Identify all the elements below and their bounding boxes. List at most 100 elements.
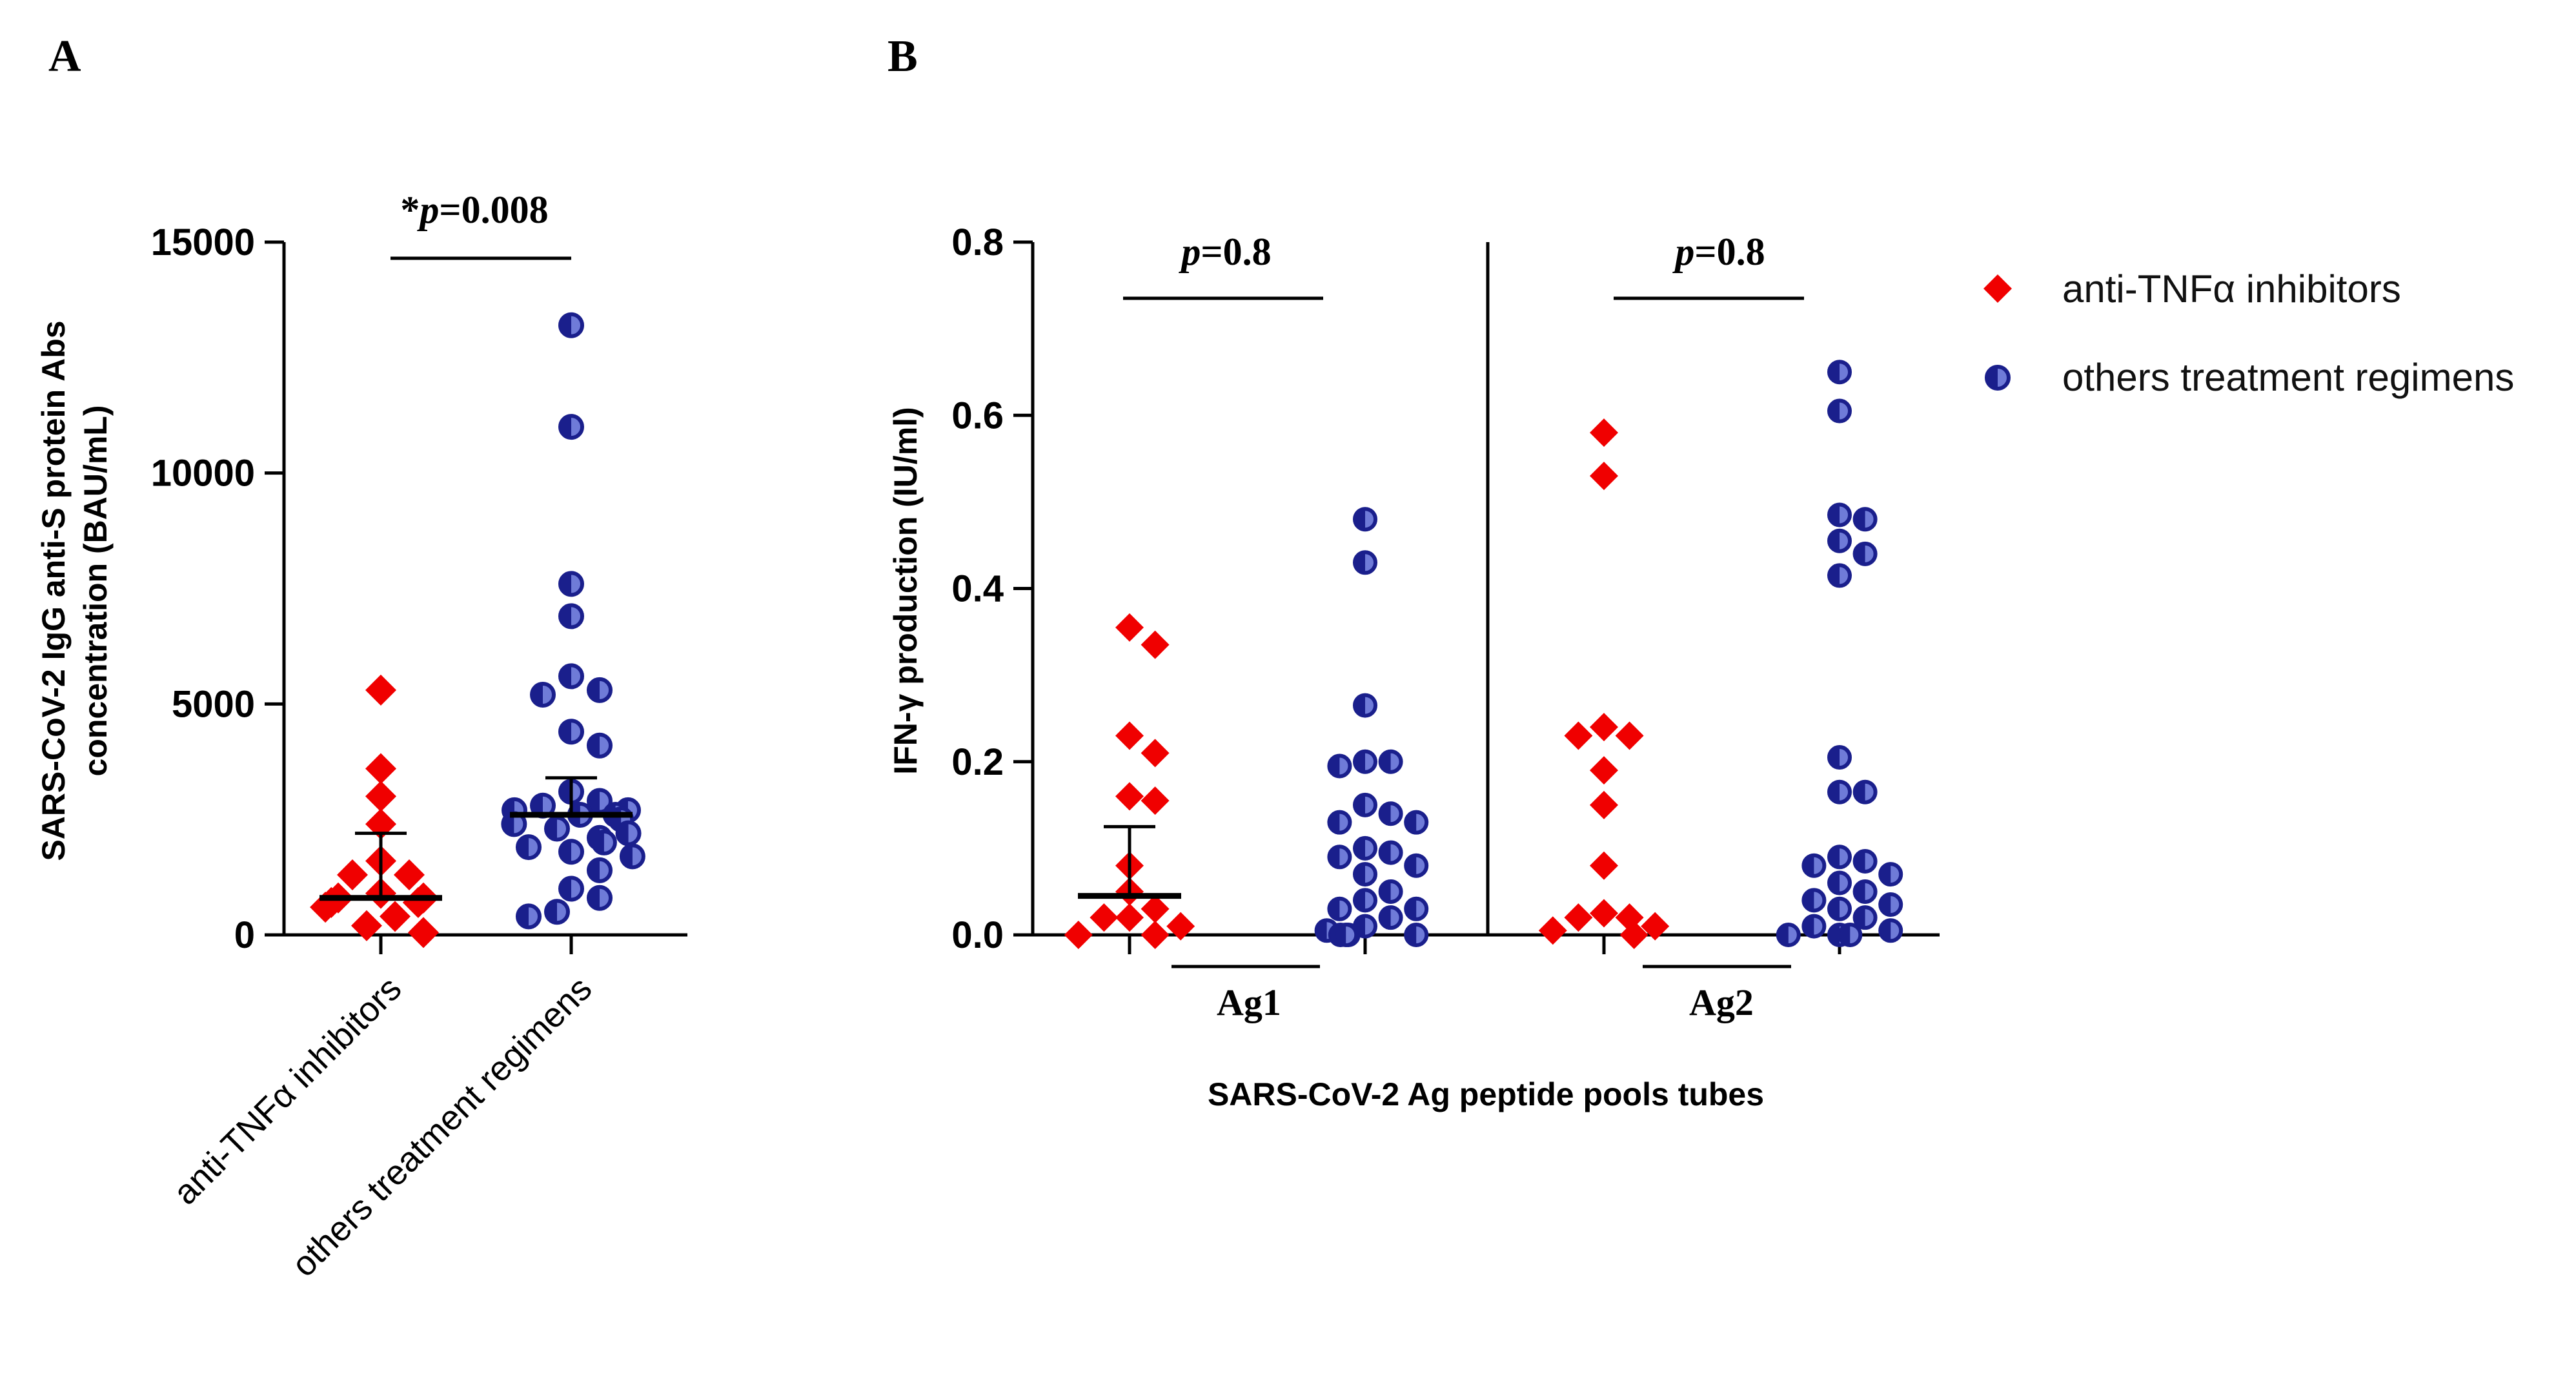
panel-b-y-tick-label: 0.2	[951, 741, 1004, 783]
panel-b-point-tnf-ag1	[1141, 786, 1170, 815]
panel-a-p-value: *p=0.008	[400, 189, 548, 231]
panel-b-point-tnf-ag1	[1115, 613, 1144, 642]
panel-b-point-tnf-ag2	[1590, 462, 1618, 490]
panel-a-point-others	[560, 416, 582, 438]
panel-a-point-others	[518, 836, 540, 858]
panel-a-point-others	[560, 314, 582, 336]
panel-b-point-tnf-ag1	[1141, 631, 1170, 659]
panel-b-point-others-ag1	[1406, 925, 1426, 945]
panel-b-point-others-ag2	[1880, 894, 1901, 915]
panel-b-point-others-ag1	[1381, 907, 1401, 928]
panel-b-point-others-ag2	[1829, 362, 1850, 382]
panel-a-point-others	[560, 665, 582, 687]
panel-b-point-others-ag2	[1803, 855, 1824, 876]
panel-b-point-others-ag1	[1355, 838, 1375, 859]
panel-b-point-others-ag2	[1855, 851, 1876, 872]
legend-marker-tnf	[1983, 274, 2012, 303]
panel-a-y-tick-label: 15000	[151, 221, 255, 263]
panel-b-point-others-ag2	[1803, 916, 1824, 937]
panel-a-point-tnf	[337, 859, 368, 890]
panel-b-point-others-ag1	[1406, 812, 1426, 833]
panel-b-x-axis-title: SARS-CoV-2 Ag peptide pools tubes	[1208, 1076, 1764, 1112]
panel-b-point-tnf-ag2	[1590, 418, 1618, 447]
panel-a-point-others	[593, 832, 615, 854]
panel-a-point-others	[560, 573, 582, 595]
panel-a-point-others	[546, 901, 568, 923]
panel-b-point-tnf-ag2	[1590, 756, 1618, 784]
panel-b-point-others-ag2	[1840, 925, 1860, 945]
panel-b-point-others-ag1	[1406, 899, 1426, 919]
panel-b-point-tnf-ag1	[1090, 903, 1118, 932]
panel-b-group-label-ag2: Ag2	[1689, 981, 1754, 1023]
panel-b-point-others-ag1	[1381, 843, 1401, 863]
figure: A B 050001000015000 SARS-CoV-2 IgG anti-…	[0, 0, 2576, 1392]
panel-b-y-tick-label: 0.0	[951, 914, 1004, 956]
panel-a-chart: 0 5000 10000 15000 SARS-CoV-2 IgG anti-S pr…	[35, 189, 687, 1284]
panel-b-point-others-ag1	[1329, 812, 1350, 833]
panel-a-y-tick-label: 10000	[151, 453, 255, 495]
panel-b-p-value-ag1: p=0.8	[1178, 230, 1271, 273]
panel-a-point-others	[560, 605, 582, 627]
panel-b-point-tnf-ag1	[1115, 782, 1144, 810]
panel-a-point-tnf	[365, 781, 396, 812]
panel-letter-a: A	[48, 32, 81, 81]
panel-b-point-tnf-ag2	[1539, 916, 1567, 945]
panel-b-point-others-ag1	[1355, 752, 1375, 772]
panel-b-point-others-ag1	[1355, 695, 1375, 716]
panel-b-y-axis-title: IFN-γ production (IU/ml)	[887, 407, 924, 774]
panel-letter-b: B	[887, 32, 918, 81]
panel-a-point-tnf	[365, 675, 396, 706]
panel-b-point-others-ag2	[1855, 881, 1876, 902]
panel-a-y-axis-title-line1: SARS-CoV-2 IgG anti-S protein Abs	[35, 320, 72, 861]
panel-b-point-others-ag2	[1778, 925, 1799, 945]
panel-b-point-others-ag2	[1829, 782, 1850, 803]
panel-b-point-tnf-ag2	[1590, 899, 1618, 927]
legend-marker-others-shape	[1987, 367, 2009, 389]
panel-b-point-others-ag1	[1381, 803, 1401, 824]
panel-b-point-others-ag1	[1335, 925, 1356, 945]
panel-a-point-tnf	[394, 859, 425, 890]
panel-b-point-others-ag2	[1829, 504, 1850, 525]
panel-b-point-tnf-ag1	[1115, 903, 1144, 932]
panel-b-point-others-ag2	[1829, 873, 1850, 894]
panel-b-point-tnf-ag2	[1564, 903, 1592, 932]
panel-b-point-others-ag2	[1880, 864, 1901, 885]
panel-b-point-others-ag2	[1855, 782, 1876, 803]
panel-b-point-others-ag2	[1829, 401, 1850, 422]
panel-b-point-others-ag1	[1406, 855, 1426, 876]
panel-a-category-label-others: others treatment regimens	[284, 969, 599, 1284]
panel-a-point-tnf	[365, 753, 396, 784]
panel-b-point-tnf-ag2	[1590, 713, 1618, 741]
panel-b-point-others-ag1	[1355, 864, 1375, 885]
panel-b-point-others-ag2	[1880, 920, 1901, 941]
panel-b-point-tnf-ag1	[1141, 895, 1170, 923]
panel-b-y-tick-label: 0.8	[951, 221, 1004, 263]
legend-label-others: others treatment regimens	[2062, 356, 2514, 399]
legend-label-tnf: anti-TNFα inhibitors	[2062, 267, 2401, 311]
panel-b-point-others-ag2	[1855, 544, 1876, 564]
panel-a-point-others	[618, 823, 640, 844]
panel-b-point-tnf-ag2	[1616, 722, 1644, 750]
panel-b-point-others-ag1	[1355, 552, 1375, 573]
panel-b-point-others-ag2	[1829, 531, 1850, 551]
panel-b-point-tnf-ag1	[1141, 921, 1170, 949]
panel-b-chart: 0.0 0.2 0.4 0.6 0.8 IFN-γ production (IU/ml)…	[887, 221, 1940, 1112]
panel-b-point-others-ag1	[1381, 752, 1401, 772]
panel-a-point-others	[589, 859, 611, 881]
panel-a-y-axis-title-line2: concentration (BAU/mL)	[77, 405, 114, 777]
panel-b-point-tnf-ag1	[1141, 739, 1170, 767]
panel-b-point-tnf-ag2	[1590, 791, 1618, 819]
panel-a-y-tick-label: 5000	[172, 683, 255, 725]
panel-b-point-tnf-ag1	[1064, 921, 1093, 949]
legend: anti-TNFα inhibitors others treatment re…	[1983, 267, 2514, 399]
panel-a-point-others	[622, 845, 644, 867]
panel-b-y-tick-label: 0.4	[951, 568, 1004, 610]
panel-b-y-tick-label: 0.6	[951, 394, 1004, 436]
panel-a-point-tnf	[408, 917, 439, 948]
panel-b-point-others-ag2	[1829, 846, 1850, 867]
panel-b-point-tnf-ag2	[1564, 722, 1592, 750]
panel-b-p-value-ag2: p=0.8	[1672, 230, 1765, 273]
panel-b-point-others-ag2	[1829, 565, 1850, 586]
panel-b-point-tnf-ag1	[1115, 722, 1144, 750]
legend-marker-others	[1987, 367, 2009, 389]
